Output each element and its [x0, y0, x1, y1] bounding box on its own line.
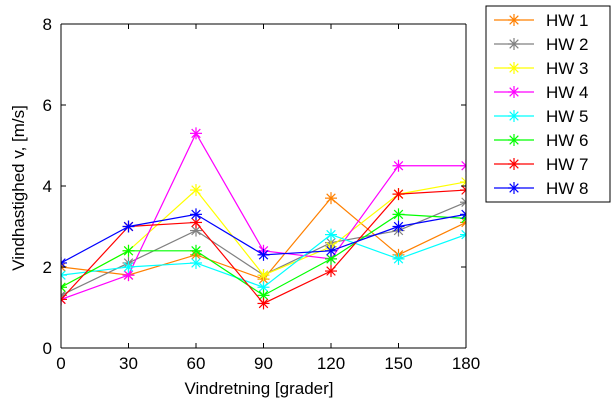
- data-point: [190, 256, 202, 269]
- legend-item: HW 8: [494, 179, 589, 198]
- x-tick-label: 0: [56, 354, 65, 373]
- axes: [60, 23, 467, 349]
- data-point: [392, 208, 405, 221]
- data-point: [190, 127, 202, 140]
- series-group: [61, 127, 466, 310]
- legend-item: HW 2: [494, 35, 589, 54]
- data-point: [61, 269, 67, 282]
- x-tick-label: 60: [187, 354, 206, 373]
- y-axis-label: Vindhastighed v, [m/s]: [9, 105, 28, 271]
- data-point: [61, 281, 67, 294]
- data-point: [257, 297, 270, 310]
- legend-label: HW 1: [546, 11, 589, 30]
- legend-marker: [508, 14, 520, 26]
- x-tick-label: 150: [384, 354, 412, 373]
- legend-marker: [508, 38, 520, 50]
- tick-labels: 0 30 60 90 120 150 180 0 2 4 6 8: [43, 15, 481, 373]
- x-tick-label: 180: [452, 354, 480, 373]
- data-point: [61, 293, 67, 306]
- data-point: [460, 184, 466, 197]
- series-hw-5: [61, 228, 466, 294]
- legend-marker: [508, 110, 520, 122]
- legend-label: HW 5: [546, 107, 589, 126]
- legend-item: HW 5: [494, 107, 589, 126]
- data-point: [325, 244, 337, 257]
- legend-marker: [508, 182, 520, 194]
- y-tick-label: 6: [43, 96, 52, 115]
- x-tick-label: 90: [254, 354, 273, 373]
- legend-item: HW 7: [494, 155, 589, 174]
- data-point: [460, 228, 466, 241]
- data-point: [122, 244, 135, 257]
- data-point: [392, 220, 405, 233]
- data-point: [325, 192, 337, 205]
- x-tick-label: 120: [317, 354, 345, 373]
- legend-label: HW 6: [546, 131, 589, 150]
- legend-label: HW 3: [546, 59, 589, 78]
- legend-item: HW 4: [494, 83, 589, 102]
- legend: HW 1 HW 2 HW 3 HW 4 HW 5 HW 6 HW 7 HW 8: [485, 5, 611, 203]
- legend-label: HW 7: [546, 155, 589, 174]
- data-point: [190, 184, 202, 197]
- series-hw-8: [61, 208, 466, 269]
- data-point: [325, 228, 337, 241]
- data-point: [257, 248, 270, 261]
- legend-label: HW 4: [546, 83, 589, 102]
- data-point: [460, 196, 466, 209]
- x-tick-label: 30: [119, 354, 138, 373]
- data-point: [190, 208, 202, 221]
- data-point: [190, 244, 202, 257]
- legend-item: HW 1: [494, 11, 589, 30]
- legend-label: HW 2: [546, 35, 589, 54]
- legend-item: HW 6: [494, 131, 589, 150]
- data-point: [122, 261, 135, 273]
- data-point: [61, 256, 67, 269]
- data-point: [392, 159, 405, 172]
- x-axis-label: Vindretning [grader]: [184, 379, 333, 398]
- legend-marker: [508, 62, 520, 74]
- data-point: [122, 220, 135, 233]
- y-tick-label: 8: [43, 15, 52, 34]
- data-point: [460, 208, 466, 221]
- y-tick-label: 2: [43, 258, 52, 277]
- data-point: [392, 188, 405, 201]
- data-point: [325, 265, 337, 278]
- data-point: [460, 159, 466, 172]
- data-point: [460, 175, 466, 188]
- y-tick-label: 0: [43, 339, 52, 358]
- legend-marker: [508, 158, 520, 170]
- data-point: [257, 269, 270, 282]
- legend-marker: [508, 86, 520, 98]
- legend-label: HW 8: [546, 179, 589, 198]
- legend-marker: [508, 134, 520, 146]
- series-hw-6: [61, 208, 466, 302]
- legend-box: [485, 5, 611, 203]
- data-point: [190, 216, 202, 229]
- data-point: [392, 252, 405, 265]
- legend-item: HW 3: [494, 59, 589, 78]
- y-tick-label: 4: [43, 177, 52, 196]
